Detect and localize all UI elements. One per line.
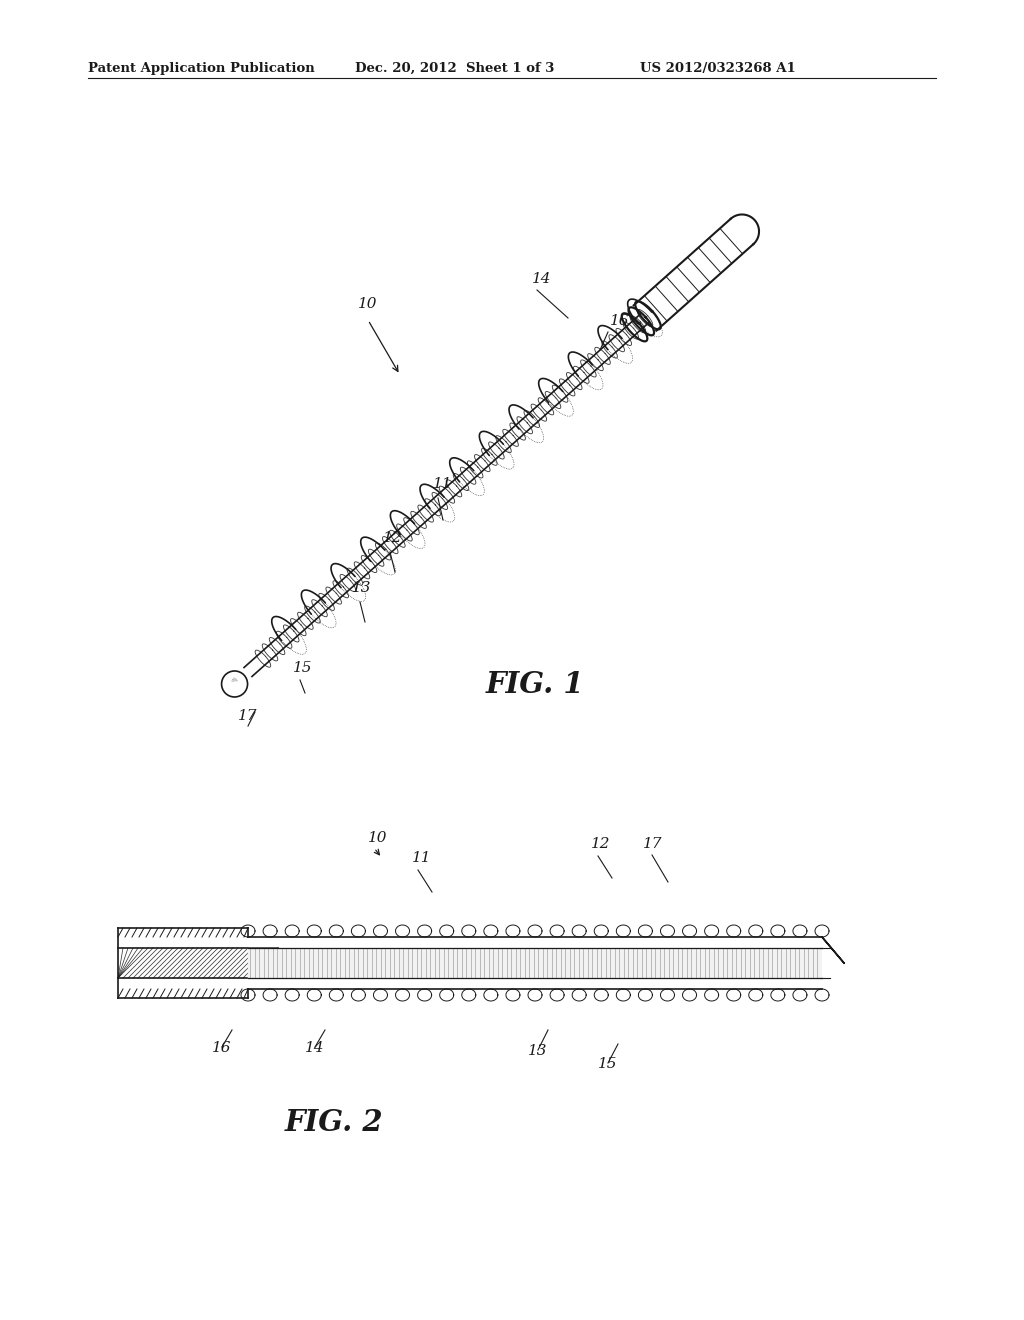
Text: 13: 13 [528, 1044, 548, 1059]
Text: 10: 10 [368, 832, 387, 845]
Text: 12: 12 [383, 531, 402, 545]
Text: 10: 10 [358, 297, 378, 312]
Text: 16: 16 [610, 314, 630, 327]
Text: 11: 11 [412, 851, 431, 865]
Polygon shape [634, 219, 754, 331]
Polygon shape [731, 214, 759, 244]
Text: 16: 16 [212, 1041, 231, 1055]
Text: 13: 13 [352, 581, 372, 595]
Text: 15: 15 [293, 661, 312, 675]
Text: 11: 11 [433, 477, 453, 491]
Text: US 2012/0323268 A1: US 2012/0323268 A1 [640, 62, 796, 75]
Text: 17: 17 [238, 709, 257, 723]
Text: 12: 12 [591, 837, 610, 851]
Text: 15: 15 [598, 1057, 617, 1071]
Text: 17: 17 [643, 837, 663, 851]
Text: Dec. 20, 2012  Sheet 1 of 3: Dec. 20, 2012 Sheet 1 of 3 [355, 62, 554, 75]
Text: 14: 14 [532, 272, 552, 286]
Text: 14: 14 [305, 1041, 325, 1055]
Text: FIG. 2: FIG. 2 [285, 1107, 384, 1137]
Circle shape [221, 671, 248, 697]
Text: FIG. 1: FIG. 1 [486, 671, 585, 700]
Text: Patent Application Publication: Patent Application Publication [88, 62, 314, 75]
